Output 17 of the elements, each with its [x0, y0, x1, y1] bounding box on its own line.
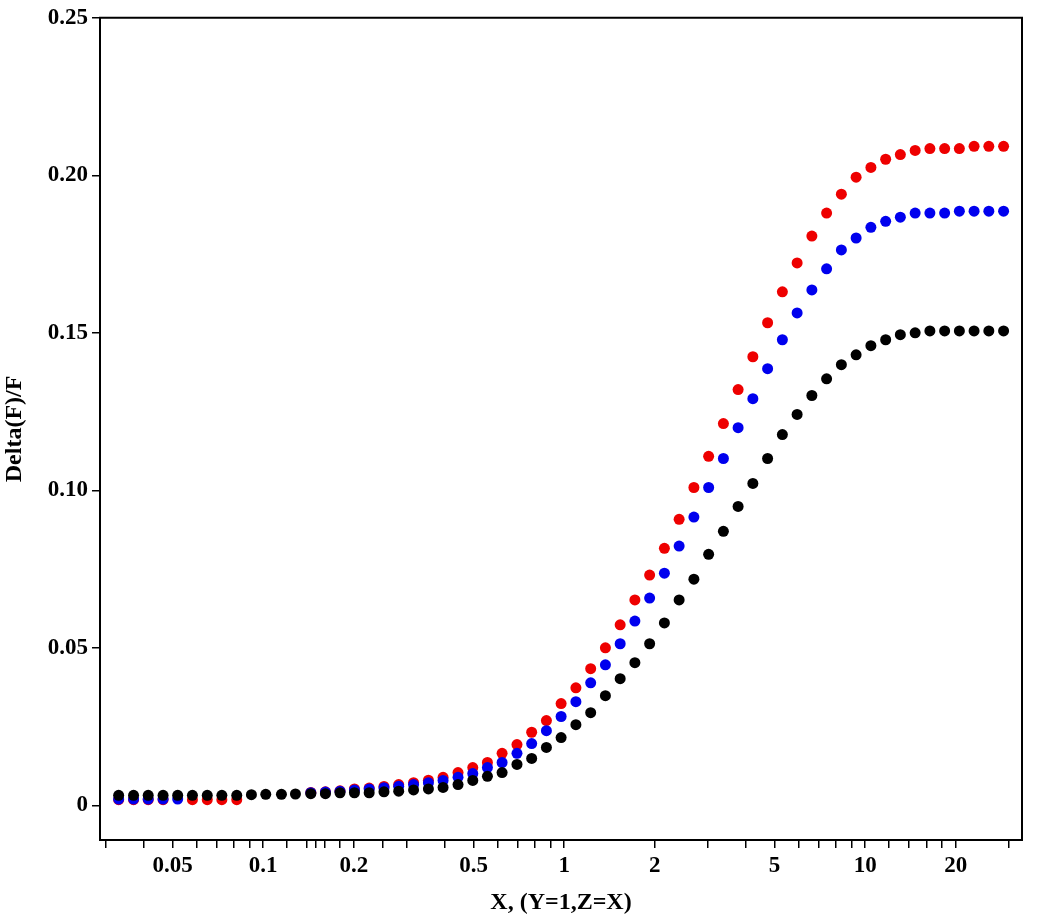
x-axis-title: X, (Y=1,Z=X)	[490, 887, 632, 914]
x-tick-label: 0.5	[459, 851, 488, 877]
y-tick-label: 0	[76, 791, 88, 817]
y-tick-label: 0.10	[47, 476, 88, 502]
x-tick-label: 0.1	[248, 851, 278, 877]
y-tick-label: 0.15	[47, 318, 88, 344]
x-tick-label: 0.05	[152, 851, 193, 877]
x-tick-label: 20	[944, 851, 968, 877]
y-tick-label: 0.20	[47, 161, 88, 187]
x-tick-label: 1	[558, 851, 570, 877]
x-tick-label: 10	[853, 851, 877, 877]
y-axis-title: Delta(F)/F	[0, 375, 26, 483]
x-tick-label: 5	[768, 851, 781, 877]
x-tick-label: 0.2	[339, 851, 369, 877]
y-tick-label: 0.05	[47, 633, 88, 659]
x-tick-label: 2	[649, 851, 661, 877]
y-tick-label: 0.25	[47, 3, 88, 29]
